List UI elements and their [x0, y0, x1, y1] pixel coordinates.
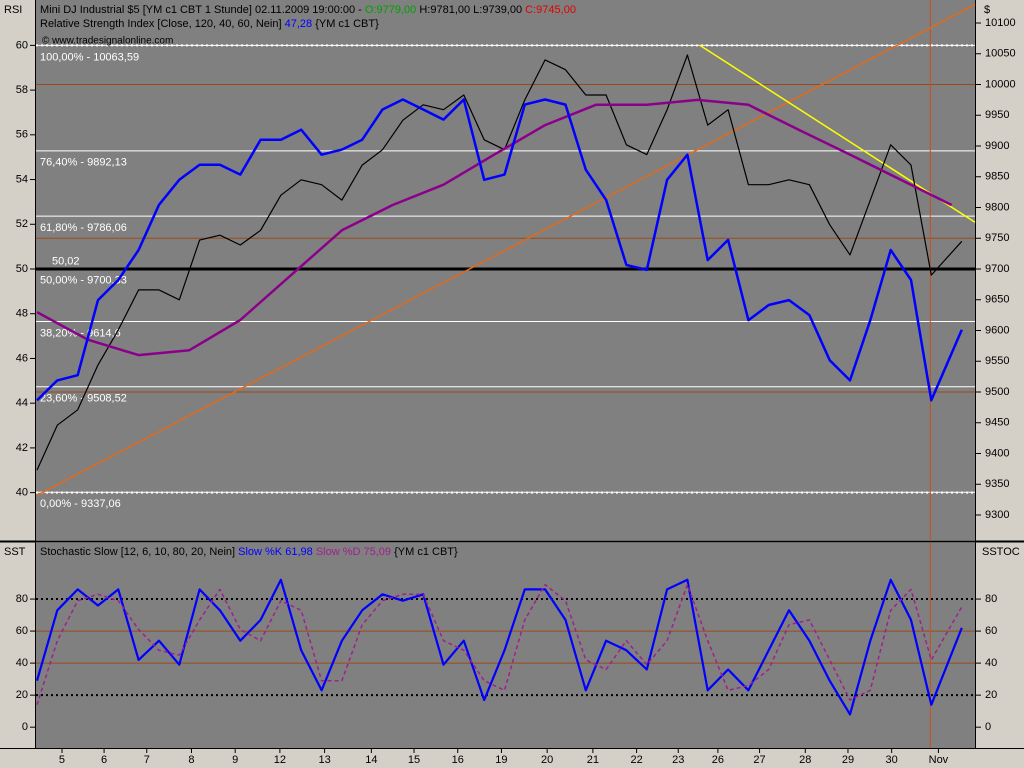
y-tick-label: 54 [16, 173, 28, 185]
y2-tick-label: 20 [985, 689, 997, 701]
y-tick-label: 80 [16, 593, 28, 605]
x-tick-label: 29 [842, 754, 854, 766]
y2-tick-label: 9600 [985, 324, 1009, 336]
x-tick-label: 23 [672, 754, 684, 766]
y2-tick-label: 9400 [985, 447, 1009, 459]
plot-layer: 100,00% - 10063,59 76,40% - 9892,13 61,80%… [35, 0, 976, 748]
x-tick-label: 26 [712, 754, 724, 766]
x-tick-label: 6 [101, 754, 107, 766]
x-tick-label: 16 [452, 754, 464, 766]
y2-tick-label: 9650 [985, 294, 1009, 306]
series-line [36, 98, 963, 402]
watermark: © www.tradesignalonline.com [42, 36, 173, 47]
y-tick-label: 60 [16, 625, 28, 637]
x-tick-label: 15 [408, 754, 420, 766]
level-label: 50,02 [52, 255, 80, 267]
y-tick-label: 58 [16, 84, 28, 96]
y-tick-label: 60 [16, 39, 28, 51]
y2-tick-label: 9350 [985, 478, 1009, 490]
fib-label: 76,40% - 9892,13 [40, 157, 127, 169]
fib-label: 100,00% - 10063,59 [40, 51, 139, 63]
series-line [36, 583, 963, 706]
fib-label: 61,80% - 9786,06 [40, 222, 127, 234]
y-tick-label: 0 [22, 721, 28, 733]
y-axis-label: SST [4, 546, 26, 558]
rsi-name: Relative Strength Index [Close, 120, 40,… [40, 18, 282, 30]
x-tick-label: 30 [886, 754, 898, 766]
x-tick-label: 22 [630, 754, 642, 766]
d-name: Slow %D [316, 546, 361, 558]
y2-tick-label: 10000 [985, 78, 1016, 90]
x-tick-label: 27 [753, 754, 765, 766]
fib-label: 38,20% - 9614,6 [40, 327, 121, 339]
x-tick-label: 12 [274, 754, 286, 766]
high-low: H:9781,00 L:9739,00 [419, 4, 522, 16]
x-tick-label: Nov [929, 754, 949, 766]
stoch-legend: Stochastic Slow [12, 6, 10, 80, 20, Nein… [40, 546, 458, 558]
stoch-title: Stochastic Slow [12, 6, 10, 80, 20, Nein… [40, 546, 235, 558]
y2-tick-label: 9550 [985, 355, 1009, 367]
x-tick-label: 21 [587, 754, 599, 766]
close-price: C:9745,00 [525, 4, 576, 16]
x-tick-label: 9 [232, 754, 238, 766]
trend-line [36, 3, 976, 496]
y2-tick-label: 40 [985, 657, 997, 669]
y2-axis-label: $ [984, 4, 990, 16]
y-tick-label: 42 [16, 442, 28, 454]
y2-axis-label: SSTOC [982, 546, 1020, 558]
fib-label: 50,00% - 9700,33 [40, 275, 127, 287]
series-line [36, 98, 953, 357]
open-price: O:9779,00 [365, 4, 416, 16]
y-tick-label: 52 [16, 218, 28, 230]
y2-tick-label: 9450 [985, 417, 1009, 429]
fib-label: 23,60% - 9508,52 [40, 393, 127, 405]
d-value: 75,09 [364, 546, 392, 558]
y2-tick-label: 9850 [985, 171, 1009, 183]
y-tick-label: 46 [16, 352, 28, 364]
y2-tick-label: 9700 [985, 263, 1009, 275]
x-tick-label: 8 [188, 754, 194, 766]
y2-tick-label: 9900 [985, 140, 1009, 152]
series-line [35, 578, 963, 716]
fib-label: 0,00% - 9337,06 [40, 498, 121, 510]
x-tick-label: 5 [59, 754, 65, 766]
y-tick-label: 50 [16, 263, 28, 275]
x-tick-label: 14 [365, 754, 377, 766]
x-tick-label: 19 [495, 754, 507, 766]
rsi-symbol: {YM c1 CBT} [315, 18, 379, 30]
y2-tick-label: 60 [985, 625, 997, 637]
k-value: 61,98 [285, 546, 313, 558]
k-name: Slow %K [238, 546, 283, 558]
y2-tick-label: 9800 [985, 201, 1009, 213]
header-line: Mini DJ Industrial $5 [YM c1 CBT 1 Stund… [40, 4, 576, 16]
y2-tick-label: 10050 [985, 48, 1016, 60]
rsi-value: 47,28 [285, 18, 313, 30]
y-tick-label: 44 [16, 397, 28, 409]
y-tick-label: 40 [16, 487, 28, 499]
instrument-title: Mini DJ Industrial $5 [YM c1 CBT 1 Stund… [40, 4, 362, 16]
y2-tick-label: 0 [985, 721, 991, 733]
x-tick-label: 13 [318, 754, 330, 766]
y-axis-label: RSI [4, 4, 22, 16]
y2-tick-label: 80 [985, 593, 997, 605]
series-line [36, 54, 963, 471]
y2-tick-label: 9950 [985, 109, 1009, 121]
y2-tick-label: 9500 [985, 386, 1009, 398]
x-tick-label: 28 [799, 754, 811, 766]
y-tick-label: 20 [16, 689, 28, 701]
y2-tick-label: 10100 [985, 17, 1016, 29]
y2-tick-label: 9750 [985, 232, 1009, 244]
y2-tick-label: 9300 [985, 509, 1009, 521]
y-tick-label: 48 [16, 308, 28, 320]
stoch-symbol: {YM c1 CBT} [394, 546, 458, 558]
x-tick-label: 20 [541, 754, 553, 766]
rsi-legend: Relative Strength Index [Close, 120, 40,… [40, 18, 379, 30]
y-tick-label: 40 [16, 657, 28, 669]
x-tick-label: 7 [144, 754, 150, 766]
y-tick-label: 56 [16, 129, 28, 141]
